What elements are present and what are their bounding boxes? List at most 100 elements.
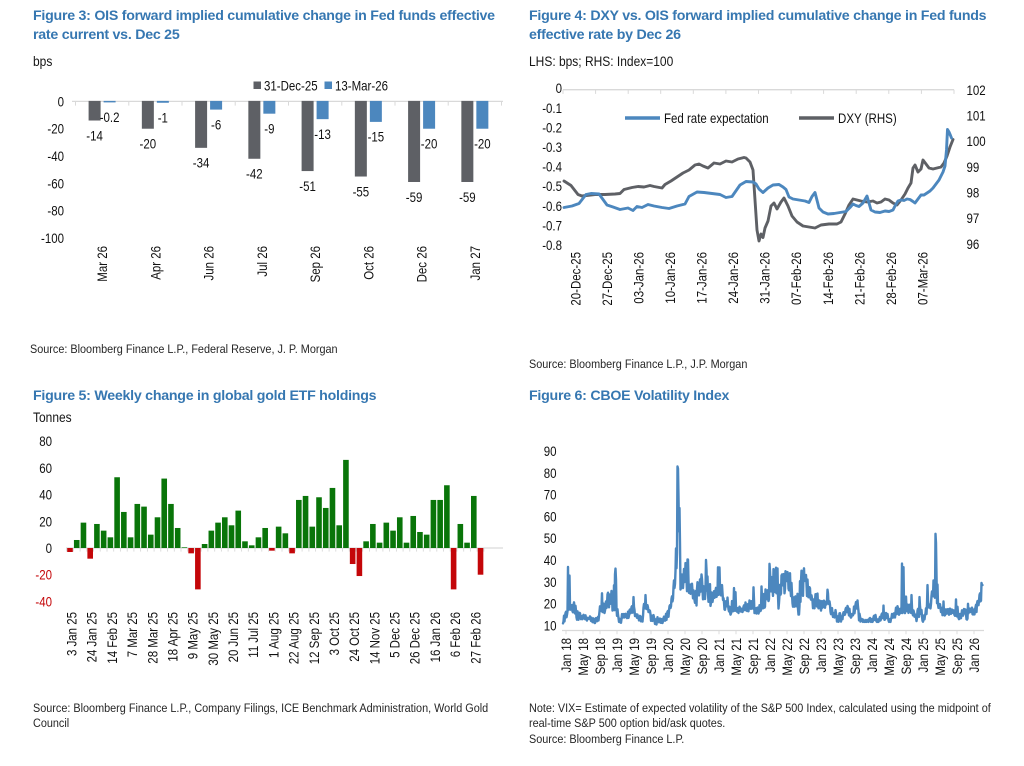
svg-text:30: 30 [544, 574, 557, 590]
svg-text:-0.2: -0.2 [542, 119, 562, 135]
svg-text:31-Jan-26: 31-Jan-26 [757, 252, 773, 304]
svg-text:12 Sep 25: 12 Sep 25 [306, 612, 322, 664]
svg-text:-0.5: -0.5 [542, 178, 562, 194]
svg-text:24 Jan 25: 24 Jan 25 [84, 612, 100, 663]
svg-text:14 Nov 25: 14 Nov 25 [366, 612, 382, 664]
svg-text:Jan 25: Jan 25 [915, 638, 931, 673]
svg-text:Sep 26: Sep 26 [307, 246, 323, 283]
svg-text:22 Aug 25: 22 Aug 25 [286, 612, 302, 664]
svg-text:Sep 23: Sep 23 [847, 638, 863, 675]
svg-text:07-Feb-26: 07-Feb-26 [788, 252, 804, 305]
svg-text:96: 96 [967, 236, 980, 252]
svg-text:16 Jan 26: 16 Jan 26 [427, 612, 443, 663]
svg-text:Jan 19: Jan 19 [609, 638, 625, 673]
svg-text:24 Oct 25: 24 Oct 25 [346, 612, 362, 662]
svg-text:Jul 26: Jul 26 [254, 246, 270, 277]
svg-text:3 Jan 25: 3 Jan 25 [64, 612, 80, 656]
svg-text:18 Apr 25: 18 Apr 25 [164, 612, 180, 662]
svg-text:14 Feb 25: 14 Feb 25 [104, 612, 120, 664]
svg-text:-0.7: -0.7 [542, 217, 562, 233]
svg-text:Sep 21: Sep 21 [745, 638, 761, 675]
svg-text:DXY (RHS): DXY (RHS) [838, 110, 897, 126]
svg-text:70: 70 [544, 487, 557, 503]
svg-text:-59: -59 [406, 189, 423, 205]
svg-text:Jan 26: Jan 26 [966, 638, 982, 673]
svg-text:-9: -9 [264, 121, 274, 137]
svg-text:60: 60 [39, 460, 52, 476]
svg-text:102: 102 [967, 82, 986, 98]
svg-text:40: 40 [544, 552, 557, 568]
svg-text:50: 50 [544, 530, 557, 546]
svg-text:31-Dec-25: 31-Dec-25 [264, 78, 318, 94]
svg-text:5 Dec 25: 5 Dec 25 [387, 612, 403, 658]
svg-text:May 19: May 19 [626, 638, 642, 676]
svg-text:Sep 19: Sep 19 [643, 638, 659, 675]
svg-text:Jan 22: Jan 22 [762, 638, 778, 673]
svg-text:Jan 27: Jan 27 [467, 246, 483, 281]
svg-text:-0.8: -0.8 [542, 237, 562, 253]
svg-text:Mar 26: Mar 26 [94, 246, 110, 282]
svg-text:May 20: May 20 [677, 638, 693, 676]
svg-text:-42: -42 [246, 166, 263, 182]
svg-text:-40: -40 [35, 593, 52, 609]
svg-text:-34: -34 [193, 155, 210, 171]
svg-text:9 May 25: 9 May 25 [185, 612, 201, 659]
svg-text:Jan 23: Jan 23 [813, 638, 829, 673]
svg-text:6 Feb 26: 6 Feb 26 [447, 612, 463, 657]
svg-text:May 21: May 21 [728, 638, 744, 676]
svg-text:-0.6: -0.6 [542, 198, 562, 214]
svg-text:0: 0 [46, 540, 53, 556]
svg-text:-20: -20 [421, 136, 438, 152]
svg-text:Sep 22: Sep 22 [796, 638, 812, 675]
svg-text:-20: -20 [474, 136, 491, 152]
svg-text:27 Feb 26: 27 Feb 26 [467, 612, 483, 664]
svg-text:40: 40 [39, 487, 52, 503]
svg-text:Jan 18: Jan 18 [558, 638, 574, 673]
svg-text:-59: -59 [459, 189, 476, 205]
svg-text:97: 97 [967, 210, 980, 226]
svg-text:Jan 21: Jan 21 [711, 638, 727, 673]
svg-text:20 Jun 25: 20 Jun 25 [225, 612, 241, 663]
svg-text:Apr 26: Apr 26 [147, 246, 163, 280]
svg-text:24-Jan-26: 24-Jan-26 [725, 252, 741, 304]
svg-text:20: 20 [544, 596, 557, 612]
svg-text:1 Aug 25: 1 Aug 25 [265, 612, 281, 658]
svg-text:14-Feb-26: 14-Feb-26 [820, 252, 836, 305]
svg-text:Jun 26: Jun 26 [201, 246, 217, 281]
svg-text:17-Jan-26: 17-Jan-26 [694, 252, 710, 304]
svg-text:13-Mar-26: 13-Mar-26 [335, 78, 388, 94]
svg-text:101: 101 [967, 108, 986, 124]
svg-text:Sep 20: Sep 20 [694, 638, 710, 675]
svg-text:07-Mar-26: 07-Mar-26 [915, 252, 931, 305]
svg-text:80: 80 [544, 465, 557, 481]
svg-text:28 Mar 25: 28 Mar 25 [144, 612, 160, 664]
svg-text:21-Feb-26: 21-Feb-26 [851, 252, 867, 305]
svg-text:Sep 24: Sep 24 [898, 638, 914, 675]
svg-text:3 Oct 25: 3 Oct 25 [326, 612, 342, 656]
svg-text:90: 90 [544, 443, 557, 459]
svg-text:-80: -80 [47, 203, 64, 219]
svg-text:-0.2: -0.2 [100, 109, 120, 125]
svg-text:-55: -55 [353, 183, 370, 199]
svg-text:-20: -20 [47, 121, 64, 137]
svg-text:98: 98 [967, 185, 980, 201]
svg-text:-40: -40 [47, 148, 64, 164]
svg-text:80: 80 [39, 433, 52, 449]
svg-text:99: 99 [967, 159, 980, 175]
svg-text:11 Jul 25: 11 Jul 25 [245, 612, 261, 658]
svg-text:-20: -20 [140, 136, 157, 152]
svg-text:May 18: May 18 [575, 638, 591, 676]
svg-text:03-Jan-26: 03-Jan-26 [631, 252, 647, 304]
svg-text:30 May 25: 30 May 25 [205, 612, 221, 666]
svg-text:Sep 18: Sep 18 [592, 638, 608, 675]
svg-text:Fed rate expectation: Fed rate expectation [664, 110, 769, 126]
svg-text:0: 0 [556, 80, 563, 96]
svg-text:20-Dec-25: 20-Dec-25 [567, 252, 583, 306]
svg-text:100: 100 [967, 133, 986, 149]
svg-text:0: 0 [58, 93, 65, 109]
svg-text:7 Mar 25: 7 Mar 25 [124, 612, 140, 657]
svg-text:-60: -60 [47, 175, 64, 191]
svg-text:Sep 25: Sep 25 [949, 638, 965, 675]
svg-text:28-Feb-26: 28-Feb-26 [883, 252, 899, 305]
svg-text:20: 20 [39, 513, 52, 529]
